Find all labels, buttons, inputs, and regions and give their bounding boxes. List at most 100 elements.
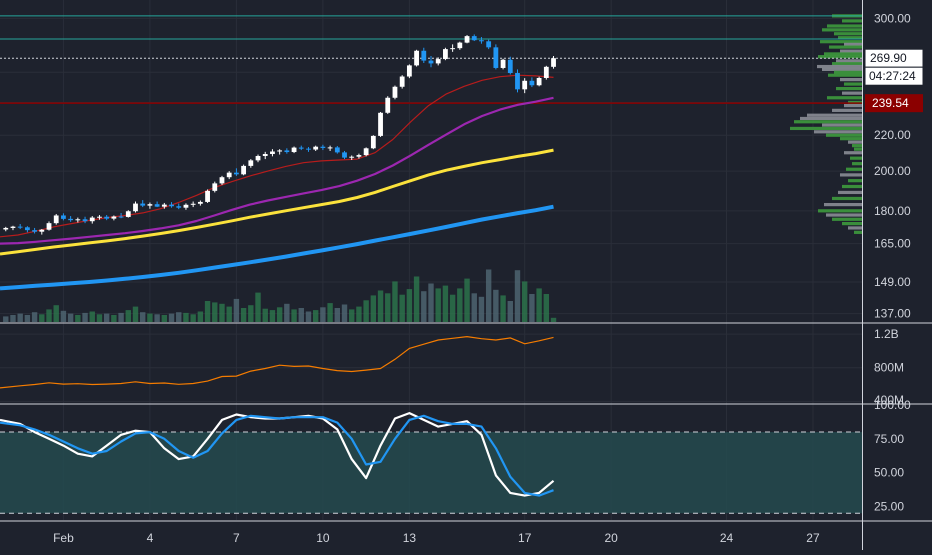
volume-profile-row	[838, 36, 862, 40]
volume-profile-row	[818, 209, 862, 213]
obv-tick-label: 400M	[874, 393, 904, 407]
obv-line	[0, 335, 554, 389]
candle-body	[133, 203, 138, 212]
horizontal-lines[interactable]	[0, 15, 862, 104]
candle-body	[370, 135, 376, 149]
volume-profile-row	[826, 133, 862, 137]
volume-profile-row	[854, 230, 862, 234]
obv-tick-label: 800M	[874, 361, 904, 375]
candle-body	[140, 203, 146, 206]
candle-body	[471, 36, 477, 41]
volume-profile-row	[840, 78, 862, 82]
candle-body	[125, 211, 131, 217]
candle-body	[536, 77, 542, 86]
candle-body	[234, 172, 239, 175]
volume-bar	[75, 315, 81, 322]
volume-bar	[132, 306, 139, 322]
candle-body	[241, 165, 247, 175]
volume-bar	[190, 314, 196, 322]
volume-bar	[370, 295, 377, 322]
volume-bar	[39, 314, 45, 322]
price-tick-label: 149.00	[874, 275, 911, 289]
volume-bar	[485, 269, 492, 322]
candle-body	[529, 80, 535, 86]
volume-bar	[248, 305, 254, 322]
volume-bar	[197, 311, 204, 322]
candle-body	[515, 73, 520, 90]
candle-body	[406, 65, 412, 77]
candle-body	[342, 152, 347, 158]
candle-body	[39, 229, 45, 232]
candle-body	[500, 59, 506, 68]
price-tick-label: 300.00	[874, 11, 911, 25]
volume-bars	[3, 269, 557, 322]
volume-bar	[168, 313, 175, 322]
time-tick-label: 4	[147, 531, 154, 545]
candle-body	[68, 218, 74, 221]
candle-body	[493, 47, 499, 68]
candlesticks	[3, 34, 556, 235]
candle-body	[118, 216, 124, 218]
volume-bar	[103, 313, 110, 322]
volume-bar	[161, 315, 168, 322]
volume-bar	[284, 303, 290, 322]
candle-body	[248, 160, 254, 166]
candle-body	[17, 226, 23, 228]
time-tick-label: 7	[233, 531, 240, 545]
volume-bar	[392, 281, 398, 322]
volume-profile-row	[848, 140, 862, 144]
volume-profile-row	[794, 120, 862, 124]
grid	[0, 0, 862, 520]
volume-profile-row	[822, 67, 862, 72]
volume-bar	[67, 313, 74, 322]
volume-bar	[147, 313, 153, 322]
volume-bar	[514, 270, 521, 322]
volume-bar	[334, 308, 341, 322]
volume-bar	[298, 308, 304, 322]
volume-bar	[536, 288, 542, 322]
volume-bar	[500, 295, 506, 322]
candle-body	[255, 155, 261, 161]
volume-profile-row	[852, 162, 862, 166]
axes: 300.00 220.00 200.00 180.00 165.00 149.00 137.…	[53, 11, 911, 545]
volume-bar	[493, 289, 499, 322]
volume-profile-row	[848, 226, 862, 230]
volume-bar	[176, 312, 182, 322]
support-price-tag	[865, 94, 923, 113]
candle-body	[320, 146, 326, 148]
candle-body	[443, 49, 448, 60]
candle-body	[277, 150, 283, 152]
candle-body	[313, 146, 319, 150]
candle-body	[306, 148, 311, 150]
volume-profile-row	[790, 126, 862, 131]
time-tick-label: 24	[720, 531, 734, 545]
volume-bar	[399, 294, 405, 322]
candle-body	[327, 147, 333, 149]
volume-bar	[17, 313, 23, 322]
volume-bar	[464, 278, 470, 322]
candle-body	[147, 204, 153, 206]
candle-body	[543, 66, 549, 78]
volume-profile-row	[838, 190, 862, 195]
volume-bar	[219, 303, 225, 322]
candle-body	[24, 227, 30, 231]
obv-tick-label: 1.2B	[874, 327, 899, 341]
volume-profile-row	[846, 167, 862, 171]
time-tick-label: 10	[316, 531, 330, 545]
volume-bar	[421, 291, 427, 322]
candle-body	[392, 86, 398, 98]
candle-body	[75, 219, 81, 221]
stochastic-tick-label: 50.00	[874, 466, 904, 480]
candle-body	[104, 216, 110, 219]
time-tick-label: 27	[806, 531, 820, 545]
volume-bar	[305, 311, 312, 322]
volume-profile-row	[840, 173, 862, 177]
price-tick-label: 180.00	[874, 204, 911, 218]
candle-body	[421, 50, 427, 61]
candle-body	[197, 201, 203, 204]
candle-body	[385, 97, 391, 113]
candle-body	[61, 215, 66, 219]
